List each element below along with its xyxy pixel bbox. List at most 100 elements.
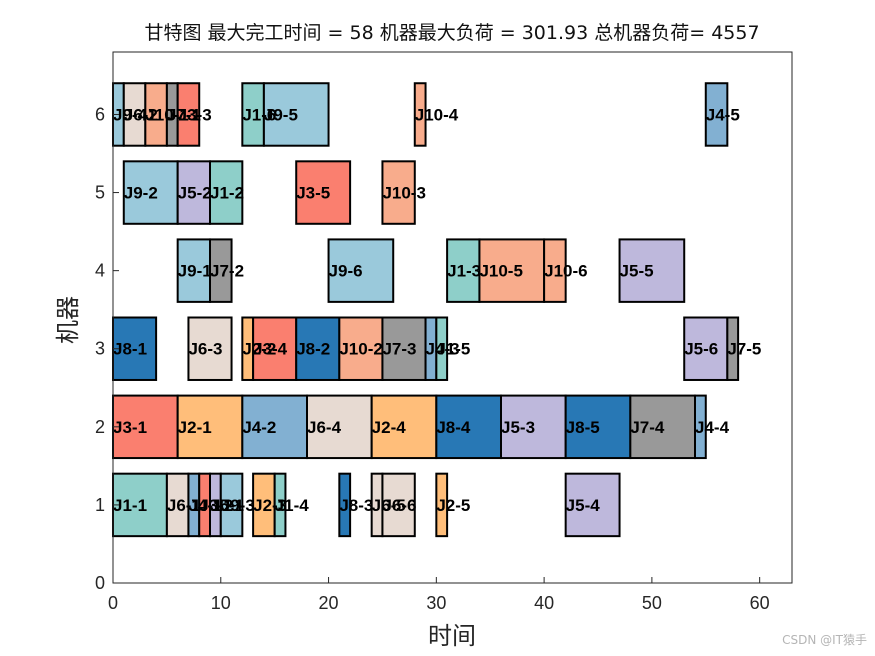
gantt-bar-J1-3	[446, 238, 481, 303]
gantt-bar-label: J1-5	[436, 340, 470, 359]
gantt-bars	[112, 82, 740, 538]
gantt-bar-J9-3	[219, 472, 244, 538]
gantt-bar-label: J2-4	[372, 418, 407, 437]
x-axis-label: 时间	[428, 622, 476, 650]
x-tick-label: 60	[750, 593, 770, 613]
gantt-bar-J1-2	[209, 160, 244, 225]
gantt-bar-J8-1	[112, 316, 158, 381]
gantt-bar-label: J5-4	[566, 496, 601, 515]
gantt-bar-label: J10-2	[339, 340, 382, 359]
gantt-bar-J9-5	[262, 82, 330, 147]
gantt-bar-label: J3-2	[199, 496, 233, 515]
gantt-bar-label: J5-2	[178, 184, 212, 203]
x-tick-label: 10	[211, 593, 231, 613]
gantt-bar-J10-2	[338, 316, 384, 381]
gantt-bar-J10-6	[543, 238, 567, 303]
gantt-bar-label: J10-4	[415, 105, 459, 124]
gantt-bar-label: J7-2	[210, 262, 244, 281]
x-tick-label: 20	[319, 593, 339, 613]
gantt-bar-label: J5-1	[210, 496, 244, 515]
gantt-bar-J3-5	[295, 160, 352, 225]
gantt-bar-J10-4	[413, 82, 427, 147]
gantt-bar-J5-5	[618, 238, 686, 303]
gantt-bar-label: J3-5	[296, 184, 330, 203]
plot-area-frame	[112, 51, 793, 584]
gantt-bar-label: J4-5	[706, 105, 740, 124]
gantt-bar-J6-4	[306, 394, 373, 460]
gantt-bar-J10-5	[478, 238, 546, 303]
gantt-bar-J9-1	[176, 238, 212, 303]
gantt-bar-label: J9-6	[329, 262, 363, 281]
gantt-bar-label: J2-2	[242, 340, 276, 359]
gantt-bar-label: J1-2	[210, 184, 244, 203]
gantt-bar-label: J4-4	[695, 418, 730, 437]
y-axis-ticks: 0 1 2 3 4 5 6	[95, 104, 119, 593]
gantt-bar-label: J8-3	[339, 496, 373, 515]
gantt-bar-label: J1-4	[275, 496, 310, 515]
gantt-bar-label: J9-2	[124, 184, 158, 203]
gantt-bar-label: J10-3	[382, 184, 425, 203]
gantt-bar-label: J10-6	[544, 262, 587, 281]
gantt-bar-label: J1-3	[447, 262, 481, 281]
gantt-bar-label: J6-1	[167, 496, 201, 515]
gantt-bar-label: J4-2	[242, 418, 276, 437]
gantt-bar-J10-3	[381, 160, 416, 225]
gantt-bar-label: J10-1	[145, 105, 188, 124]
gantt-bar-J8-5	[564, 394, 632, 460]
gantt-bar-J7-3	[381, 316, 427, 381]
gantt-bar-label: J2-3	[253, 496, 287, 515]
gantt-bar-label: J7-4	[630, 418, 665, 437]
gantt-bar-J6-3	[187, 316, 233, 381]
y-tick-label: 6	[95, 104, 105, 124]
gantt-bar-J3-3	[176, 82, 201, 147]
gantt-bar-J7-4	[629, 394, 696, 460]
gantt-bar-J8-4	[435, 394, 503, 460]
gantt-bar-J1-4	[273, 472, 287, 538]
gantt-bar-label: J6-6	[382, 496, 416, 515]
gantt-bar-label: J8-1	[113, 340, 147, 359]
gantt-bar-label: J8-5	[566, 418, 600, 437]
gantt-bar-label: J6-3	[188, 340, 222, 359]
gantt-bar-label: J1-6	[242, 105, 276, 124]
gantt-bar-J2-4	[370, 394, 438, 460]
gantt-bar-J4-5	[704, 82, 729, 147]
gantt-bar-label: J8-4	[436, 418, 471, 437]
y-axis-label: 机器	[54, 296, 82, 344]
gantt-bar-J7-5	[726, 316, 740, 381]
gantt-bar-J5-4	[564, 472, 621, 538]
gantt-bar-label: J4-1	[188, 496, 222, 515]
chart-title: 甘特图 最大完工时间 = 58 机器最大负荷 = 301.93 总机器负荷= 4…	[144, 22, 759, 44]
gantt-bar-label: J1-1	[113, 496, 147, 515]
gantt-bar-label: J3-1	[113, 418, 147, 437]
gantt-bar-J8-3	[338, 472, 352, 538]
gantt-bar-label: J3-3	[178, 105, 212, 124]
gantt-bar-label: J7-3	[382, 340, 416, 359]
x-tick-label: 40	[534, 593, 554, 613]
y-tick-label: 2	[95, 417, 105, 437]
x-tick-label: 50	[642, 593, 662, 613]
gantt-bar-label: J5-6	[684, 340, 718, 359]
gantt-bar-J2-1	[176, 394, 244, 460]
gantt-bar-J4-4	[694, 394, 707, 460]
gantt-bar-labels: J1-1 J6-1J4-1J3-2J5-1J9-3J2-3J1-4 J8-3J6-5…	[113, 105, 761, 514]
gantt-bar-J1-5	[435, 316, 449, 381]
x-axis-ticks: 0 10 20 30 40 50 60	[108, 577, 770, 613]
gantt-bar-J9-6	[327, 238, 395, 303]
gantt-bar-label: J3-4	[253, 340, 288, 359]
gantt-bar-label: J9-1	[178, 262, 212, 281]
y-tick-label: 0	[95, 573, 105, 593]
gantt-bar-label: J9-3	[221, 496, 255, 515]
gantt-bar-label: J5-5	[620, 262, 654, 281]
gantt-bar-label: J10-5	[479, 262, 522, 281]
gantt-bar-J5-2	[176, 160, 212, 225]
gantt-bar-J2-5	[435, 472, 449, 538]
gantt-bar-label: J7-5	[727, 340, 761, 359]
gantt-bar-label: J4-3	[426, 340, 460, 359]
x-tick-label: 0	[108, 593, 118, 613]
gantt-bar-label: J5-3	[501, 418, 535, 437]
gantt-bar-label: J7-1	[167, 105, 201, 124]
gantt-bar-label: J9-5	[264, 105, 298, 124]
y-tick-label: 1	[95, 495, 105, 515]
x-tick-label: 30	[426, 593, 446, 613]
